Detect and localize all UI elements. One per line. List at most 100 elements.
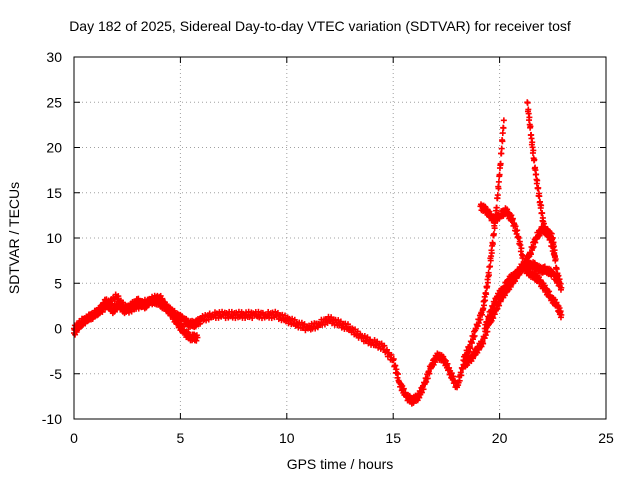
data-point	[522, 261, 529, 268]
data-point	[504, 206, 511, 213]
data-point	[197, 320, 204, 327]
data-point	[551, 253, 558, 260]
data-point	[524, 99, 531, 106]
y-tick-label: -10	[42, 411, 62, 427]
data-point	[441, 356, 448, 363]
data-point	[115, 293, 122, 300]
data-point	[534, 177, 541, 184]
data-point	[193, 337, 200, 344]
data-point	[464, 349, 471, 356]
data-point	[498, 145, 505, 152]
x-axis-label: GPS time / hours	[286, 456, 394, 472]
data-point	[558, 311, 565, 318]
data-point	[500, 117, 507, 124]
data-point	[530, 147, 537, 154]
data-point	[482, 325, 489, 332]
data-point	[529, 139, 536, 146]
data-point	[163, 301, 170, 308]
data-point	[424, 375, 431, 382]
data-point	[499, 138, 506, 145]
x-tick-label: 5	[177, 430, 185, 446]
data-point	[394, 371, 401, 378]
x-tick-label: 10	[279, 430, 295, 446]
chart-title: Day 182 of 2025, Sidereal Day-to-day VTE…	[69, 18, 571, 34]
y-tick-label: 20	[46, 140, 62, 156]
y-tick-label: 15	[46, 185, 62, 201]
data-point	[500, 125, 507, 132]
data-point	[392, 362, 399, 369]
data-point	[461, 358, 468, 365]
data-point	[470, 355, 476, 362]
data-point	[354, 328, 361, 335]
data-point	[517, 242, 524, 249]
data-point	[446, 364, 453, 371]
data-point	[75, 324, 82, 331]
data-point	[508, 212, 515, 219]
y-tick-label: 10	[46, 230, 62, 246]
data-point	[467, 345, 474, 352]
data-point	[546, 288, 553, 295]
data-point	[484, 279, 491, 286]
data-point	[291, 316, 298, 323]
data-point	[418, 389, 425, 396]
data-point	[468, 340, 475, 347]
data-point	[492, 300, 499, 307]
grid-layer	[74, 57, 606, 419]
data-point	[485, 272, 492, 279]
data-point	[89, 315, 96, 322]
x-tick-label: 0	[70, 430, 78, 446]
data-point	[527, 123, 534, 130]
data-point	[481, 335, 488, 342]
data-point	[490, 305, 497, 312]
data-point	[538, 202, 545, 209]
data-point	[495, 178, 502, 185]
data-point	[474, 323, 481, 330]
plot-frame	[73, 56, 607, 420]
data-point	[456, 377, 463, 384]
data-point	[541, 282, 548, 289]
data-point	[515, 235, 522, 241]
data-point	[488, 250, 495, 257]
data-point	[483, 291, 490, 298]
data-point	[514, 227, 521, 234]
data-point	[497, 298, 504, 305]
x-tick-label: 20	[492, 430, 508, 446]
data-point	[490, 230, 497, 237]
x-tick-label: 15	[385, 430, 401, 446]
data-point	[416, 394, 423, 401]
data-point	[558, 284, 565, 291]
y-tick-label: 0	[54, 321, 62, 337]
data-point	[450, 373, 457, 380]
data-point	[381, 342, 388, 349]
data-point	[388, 351, 395, 358]
data-point	[489, 241, 496, 248]
data-point	[484, 320, 491, 327]
data-point	[530, 243, 537, 250]
data-point	[550, 244, 557, 251]
data-point	[497, 160, 504, 167]
data-point	[482, 203, 489, 210]
data-point	[344, 321, 351, 328]
data-point	[444, 360, 451, 367]
data-point	[546, 229, 553, 236]
data-point	[491, 225, 498, 232]
data-point	[535, 184, 542, 191]
x-tick-label: 25	[598, 430, 614, 446]
data-point	[518, 245, 525, 252]
data-point	[527, 251, 534, 258]
data-point	[102, 306, 109, 313]
data-point	[495, 185, 502, 192]
data-layer	[71, 99, 565, 407]
data-point	[488, 309, 495, 316]
data-point	[493, 204, 500, 211]
data-point	[400, 385, 407, 392]
data-point	[547, 236, 554, 243]
data-point	[420, 386, 427, 393]
data-point	[496, 171, 503, 178]
data-point	[480, 340, 487, 347]
data-point	[531, 156, 538, 163]
y-tick-label: 5	[54, 275, 62, 291]
data-point	[509, 215, 516, 222]
data-point	[555, 272, 562, 279]
data-point	[526, 114, 533, 121]
